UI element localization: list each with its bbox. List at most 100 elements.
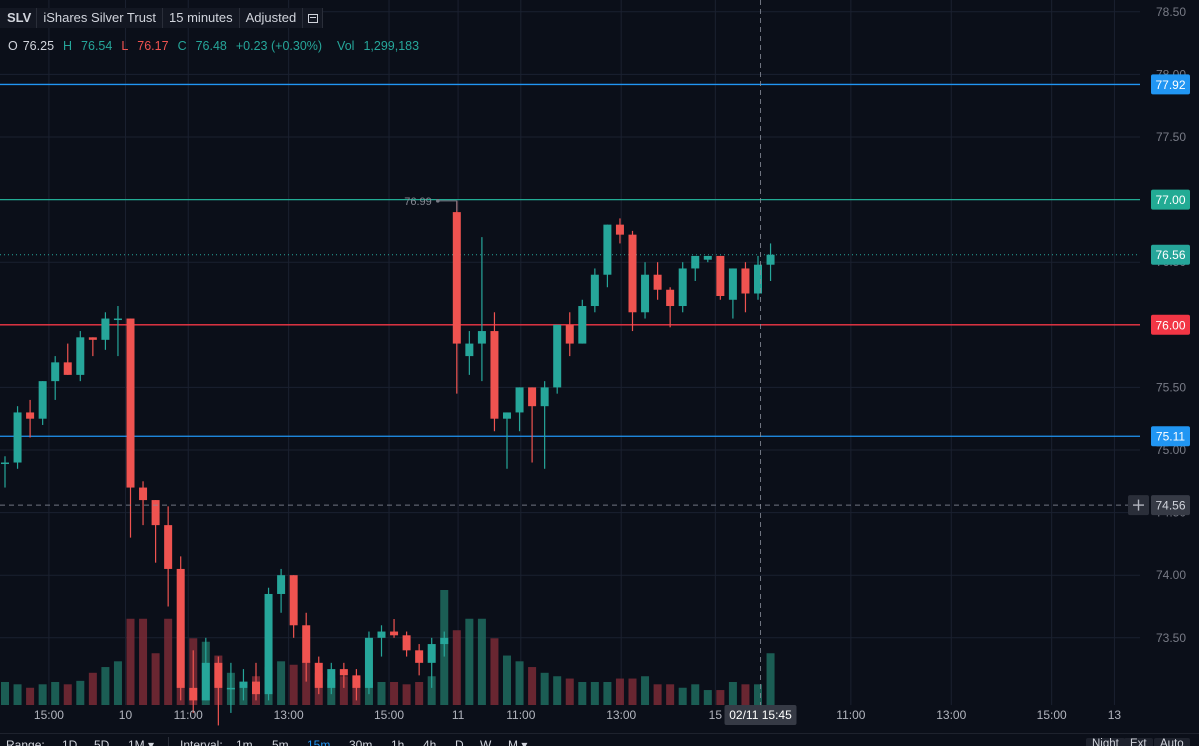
interval-5m[interactable]: 5m — [272, 738, 289, 746]
candle-body — [603, 224, 612, 275]
candle-body — [63, 362, 72, 375]
interval-1h[interactable]: 1h — [391, 738, 405, 746]
price-label-red[interactable] — [1151, 314, 1190, 335]
range-1d[interactable]: 1D — [62, 738, 78, 746]
volume-bar — [628, 678, 637, 705]
price-axis[interactable]: 78.5078.0077.5077.0076.5076.0075.5075.00… — [1128, 5, 1190, 645]
ext-button[interactable]: Ext — [1124, 738, 1153, 746]
volume-bar — [164, 618, 173, 705]
volume-bar — [126, 618, 135, 705]
volume-bar — [703, 690, 712, 705]
candle-body — [465, 343, 474, 357]
night-button[interactable]: Night — [1086, 738, 1125, 746]
candle-body — [51, 362, 60, 382]
candle-body — [352, 675, 361, 688]
volume-bars — [1, 590, 775, 705]
range-1m[interactable]: 1M ▾ — [128, 738, 155, 746]
volume-bar — [51, 682, 60, 705]
time-axis[interactable]: 15:00 10 11:00 13:00 15:00 11 11:00 13:00 15 11:0… — [34, 705, 1122, 725]
candle-body — [314, 662, 323, 688]
candle-body — [402, 635, 411, 651]
candle-body — [339, 669, 348, 676]
bottom-toolbar: Range: 1D 5D 1M ▾ Interval: 1m 5m 15m 30… — [0, 733, 1199, 746]
interval-label-toolbar: Interval: — [180, 738, 223, 746]
candle-body — [88, 337, 97, 340]
price-label-text: 76.56 — [1155, 248, 1185, 262]
volume-bar — [452, 630, 461, 705]
interval-4h[interactable]: 4h — [423, 738, 437, 746]
volume-bar — [113, 661, 122, 705]
high-marker-dot — [436, 199, 440, 203]
candle-body — [151, 500, 160, 526]
candle-body — [364, 637, 373, 688]
time-tick-label: 11 — [452, 708, 465, 722]
volume-bar — [603, 682, 612, 705]
interval-30m[interactable]: 30m — [349, 738, 373, 746]
volume-bar — [402, 684, 411, 705]
candle-body — [578, 306, 587, 344]
candle-body — [452, 212, 461, 344]
price-label-blue[interactable] — [1151, 426, 1190, 447]
symbol-header: SLV iShares Silver Trust 15 minutes Adju… — [0, 7, 324, 29]
time-tick-label: 15:00 — [374, 708, 404, 722]
volume-bar — [666, 684, 675, 705]
high-label: H — [63, 39, 73, 53]
volume-bar — [477, 618, 486, 705]
volume-bar — [678, 687, 687, 705]
symbol-ticker[interactable]: SLV — [0, 8, 38, 28]
price-tick-label: 77.50 — [1156, 130, 1186, 144]
candle-body — [26, 412, 35, 419]
candle-body — [164, 525, 173, 569]
candle-body — [139, 487, 148, 501]
price-tick-label: 75.00 — [1156, 443, 1186, 457]
change-value: +0.23 (+0.30%) — [235, 39, 323, 53]
open-value: 76.25 — [22, 39, 55, 53]
candle-body — [214, 662, 223, 688]
adjustment-label[interactable]: Adjusted — [239, 8, 304, 28]
candle-body — [628, 234, 637, 313]
volume-bar — [38, 684, 47, 705]
low-label: L — [121, 39, 129, 53]
candle-body — [653, 274, 662, 290]
candle-body — [427, 644, 436, 663]
interval-15m[interactable]: 15m — [307, 738, 331, 746]
price-label-text: 77.00 — [1155, 193, 1185, 207]
volume-bar — [578, 682, 587, 705]
document-icon[interactable] — [303, 8, 324, 28]
volume-bar — [766, 653, 775, 705]
interval-d[interactable]: D — [455, 738, 464, 746]
candlesticks — [1, 200, 775, 726]
close-value: 76.48 — [195, 39, 227, 53]
volume-bar — [540, 672, 549, 705]
candle-body — [101, 318, 110, 340]
price-label-last[interactable] — [1151, 244, 1190, 265]
volume-bar — [490, 638, 499, 705]
candle-body — [741, 268, 750, 294]
time-tick-label: 13:00 — [606, 708, 636, 722]
candle-body — [76, 337, 85, 375]
symbol-description[interactable]: iShares Silver Trust — [37, 8, 164, 28]
toolbar-divider — [168, 737, 169, 746]
volume-bar — [76, 680, 85, 705]
candle-body — [440, 637, 449, 645]
candle-body — [528, 387, 537, 407]
interval-m[interactable]: M ▾ — [508, 738, 528, 746]
auto-button[interactable]: Auto — [1154, 738, 1190, 746]
candle-body — [390, 631, 399, 636]
price-label-crosshair[interactable] — [1151, 495, 1190, 516]
price-label-blue[interactable] — [1151, 74, 1190, 95]
candle-body — [590, 274, 599, 307]
interval-label[interactable]: 15 minutes — [163, 8, 240, 28]
candle-body — [540, 387, 549, 407]
interval-w[interactable]: W — [480, 738, 492, 746]
candle-body — [377, 631, 386, 638]
volume-bar — [503, 655, 511, 705]
interval-1m[interactable]: 1m — [236, 738, 253, 746]
candle-body — [327, 669, 336, 688]
candle-body — [666, 289, 675, 307]
price-label-teal[interactable] — [1151, 189, 1190, 210]
volume-bar — [26, 687, 35, 705]
range-5d[interactable]: 5D — [94, 738, 110, 746]
candle-body — [766, 254, 775, 265]
